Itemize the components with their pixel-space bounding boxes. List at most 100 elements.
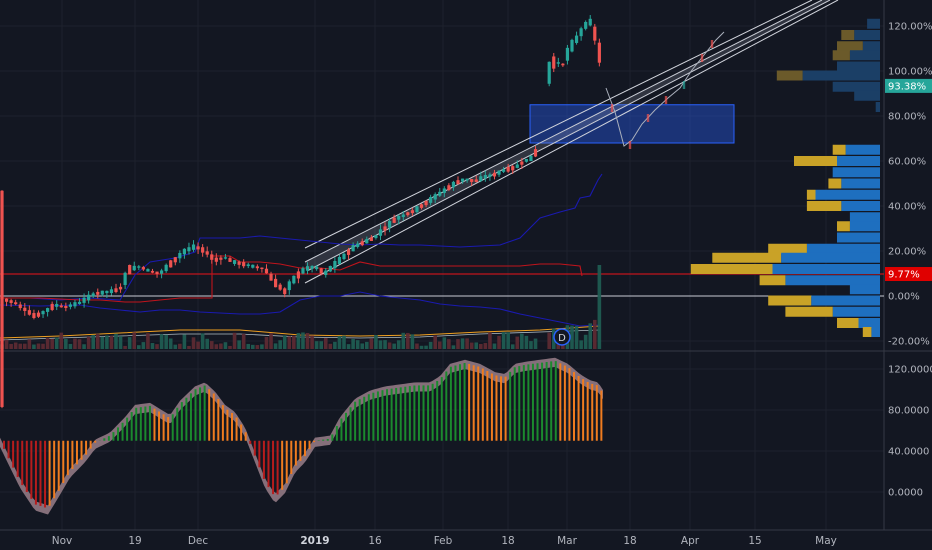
candle-body — [392, 217, 396, 223]
candle-body — [328, 266, 332, 272]
price-tick-label: 20.00% — [888, 247, 926, 258]
price-tick-label: 0.00% — [888, 292, 920, 303]
candle-body — [579, 28, 583, 37]
volume-profile-buy — [785, 275, 880, 286]
candle-body — [4, 298, 9, 302]
candle-body — [524, 158, 528, 162]
volume-bar — [319, 341, 323, 349]
candle-body — [109, 289, 114, 294]
candle-body — [100, 290, 104, 295]
volume-bar — [469, 342, 474, 349]
volume-bar — [82, 344, 86, 349]
volume-bar — [168, 338, 173, 349]
grid-lines — [0, 0, 932, 530]
volume-profile-sell — [806, 201, 842, 211]
oscillator-ribbon — [0, 357, 603, 515]
candle-body — [561, 63, 565, 66]
candle-body — [360, 241, 364, 246]
candle-body — [50, 303, 54, 310]
volume-bar — [13, 342, 18, 349]
volume-bar — [497, 335, 501, 349]
volume-bar — [255, 345, 260, 349]
candle-body — [18, 304, 22, 309]
candle-body — [164, 264, 168, 272]
volume-bar — [501, 332, 506, 349]
time-tick-label: Feb — [434, 535, 453, 547]
candle-body — [529, 155, 533, 162]
candle-body — [597, 42, 601, 63]
volume-bar — [323, 338, 328, 349]
candle-body — [55, 303, 59, 307]
volume-bar — [387, 342, 392, 349]
volume-profile-sell — [841, 30, 855, 40]
volume-bar — [529, 341, 533, 349]
candle-body — [319, 268, 323, 274]
volume-bar — [365, 341, 369, 349]
volume-bar — [223, 342, 228, 349]
candle-body — [73, 302, 77, 307]
projection-path — [605, 31, 725, 149]
volume-profile-buy — [858, 318, 880, 328]
candle-body — [150, 270, 155, 273]
volume-bar — [437, 341, 442, 349]
volume-bar — [260, 344, 264, 349]
candle-body — [77, 301, 82, 304]
candle-body — [128, 264, 132, 275]
volume-bar — [428, 341, 433, 349]
volume-bar — [337, 336, 342, 349]
volume-profile-buy — [832, 306, 880, 317]
volume-bar — [292, 335, 296, 349]
candle-body — [374, 235, 378, 239]
candle-body — [533, 149, 538, 157]
volume-profile-buy — [849, 284, 880, 295]
volume-profile-sell — [837, 221, 850, 232]
candle-body — [232, 260, 237, 264]
time-tick-label: May — [815, 535, 837, 547]
volume-profile-buy — [854, 90, 880, 101]
volume-bar — [191, 337, 196, 349]
candle-body — [310, 265, 314, 269]
volume-bar — [9, 343, 13, 349]
candle-body — [470, 179, 474, 182]
candle-body — [483, 175, 487, 179]
volume-profile-buy — [815, 189, 880, 200]
volume-profile-sell — [806, 189, 816, 200]
price-tick-label: 40.00% — [888, 202, 926, 213]
volume-bar — [100, 336, 105, 349]
candle-body — [365, 239, 369, 244]
volume-bar — [533, 338, 538, 349]
candle-body — [14, 302, 18, 305]
candle-body — [433, 194, 437, 200]
volume-profile-buy — [875, 102, 880, 112]
price-tick-label: 120.00% — [888, 22, 932, 33]
time-tick-label: Apr — [681, 535, 700, 547]
candle-body — [251, 264, 255, 268]
candle-body — [64, 306, 68, 308]
volume-bar — [123, 345, 127, 349]
candle-body — [383, 226, 387, 231]
volume-bar — [36, 343, 41, 349]
volume-bar — [45, 337, 50, 349]
volume-profile-buy — [772, 264, 880, 274]
volume-bar — [77, 339, 82, 349]
candle-body — [274, 278, 278, 288]
candle-body — [223, 257, 228, 259]
volume-bar — [593, 319, 597, 349]
candle-body — [132, 265, 136, 271]
trend-channel — [304, 0, 839, 284]
candle-body — [191, 244, 196, 250]
candle-body — [465, 178, 469, 181]
volume-profile-buy — [849, 212, 880, 223]
volume-bar — [419, 345, 424, 349]
volume-bar — [282, 335, 287, 349]
volume-bar — [214, 344, 219, 349]
volume-bar — [378, 340, 383, 349]
candle-body — [41, 311, 45, 315]
candle-body — [397, 215, 401, 220]
candle-body — [105, 290, 109, 294]
volume-profile-buy — [837, 232, 880, 243]
candle-body — [506, 166, 510, 172]
volume-bar — [383, 340, 387, 349]
ref-line-badge — [885, 267, 932, 282]
